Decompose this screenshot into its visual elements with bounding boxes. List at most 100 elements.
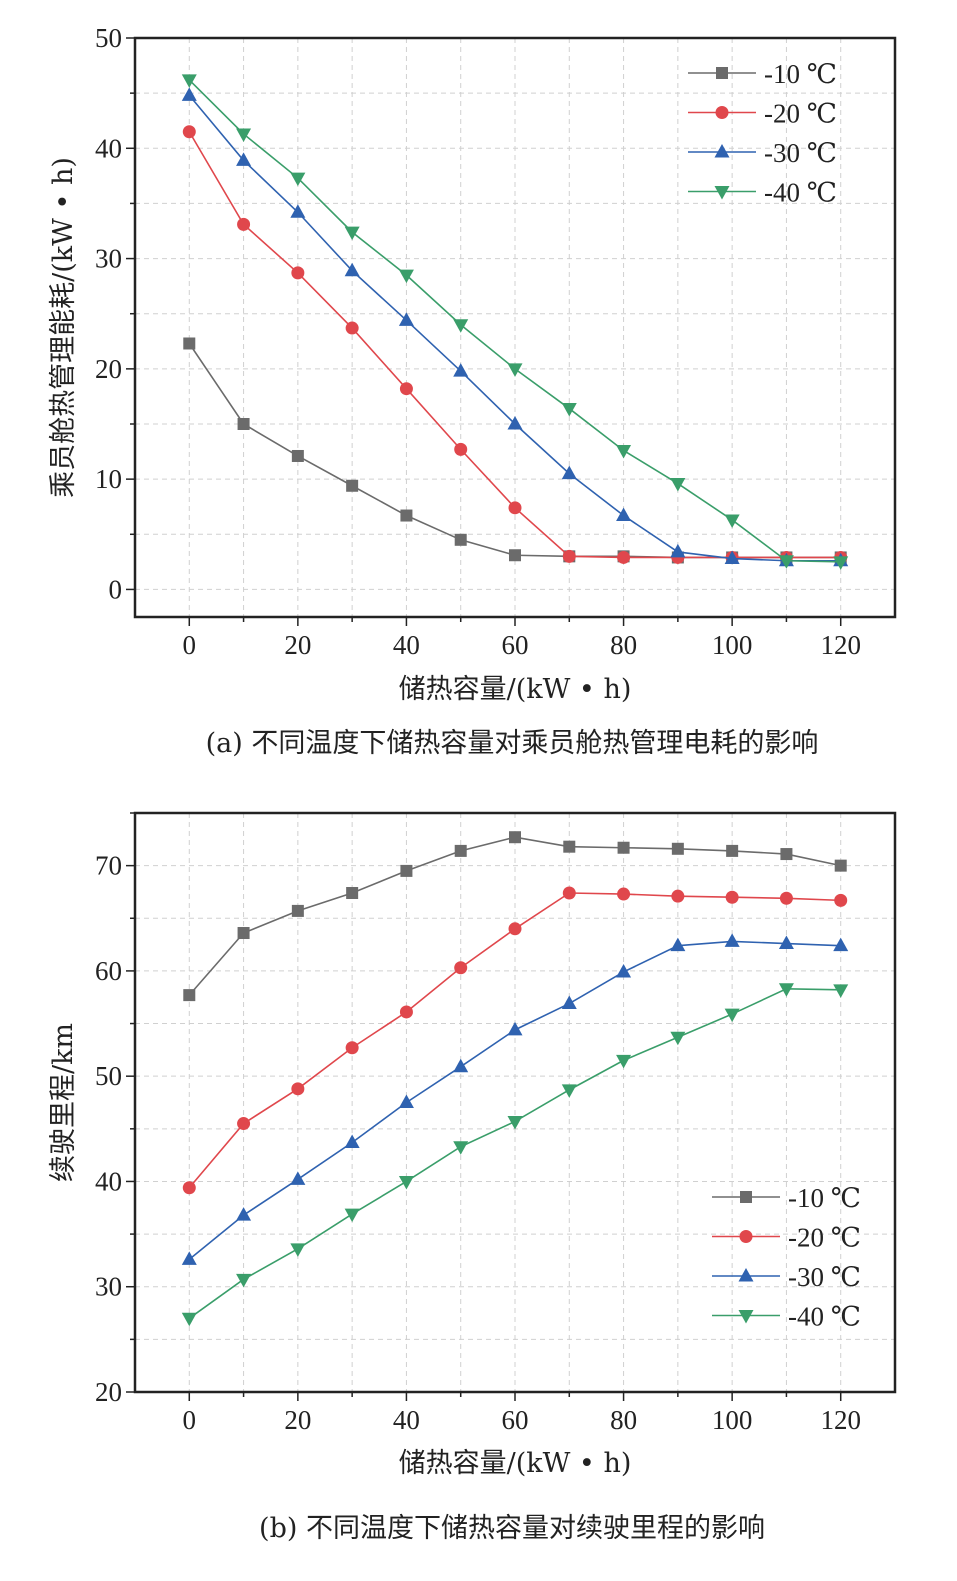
- data-point: [616, 444, 632, 459]
- series-2: -30 ℃: [181, 933, 861, 1292]
- y-tick-label: 50: [95, 1061, 122, 1091]
- data-point: [453, 1141, 469, 1155]
- x-tick-label: 120: [820, 1405, 861, 1435]
- data-point: [779, 891, 793, 905]
- data-point: [780, 848, 793, 861]
- figure-caption: (b) 不同温度下储热容量对续驶里程的影响: [259, 1513, 765, 1544]
- data-point: [183, 337, 196, 350]
- legend-marker: [739, 1230, 753, 1243]
- data-point: [834, 859, 847, 872]
- y-tick-label: 40: [95, 1166, 122, 1196]
- data-point: [509, 549, 521, 562]
- data-point: [507, 363, 523, 377]
- data-point: [237, 418, 250, 430]
- data-point: [291, 449, 304, 462]
- y-tick-label: 0: [109, 574, 123, 604]
- data-point: [563, 840, 576, 853]
- data-point: [507, 1021, 523, 1036]
- data-point: [509, 831, 521, 844]
- legend-label: -40 ℃: [788, 1302, 861, 1332]
- data-point: [398, 1094, 414, 1108]
- data-point: [833, 937, 849, 952]
- data-point: [562, 549, 576, 563]
- x-tick-label: 40: [393, 630, 420, 660]
- data-point: [400, 509, 413, 522]
- data-point: [670, 1031, 686, 1046]
- x-tick-label: 100: [712, 630, 753, 660]
- x-tick-label: 0: [183, 1405, 197, 1435]
- series-1: -20 ℃: [182, 886, 861, 1253]
- data-point: [617, 550, 631, 564]
- legend-marker: [714, 144, 730, 158]
- legend-marker: [738, 1268, 754, 1282]
- data-point: [183, 989, 196, 1002]
- data-point: [291, 266, 305, 280]
- x-axis-label: 储热容量/(kW • h): [399, 1448, 632, 1479]
- data-point: [453, 319, 469, 333]
- y-tick-label: 30: [95, 1272, 122, 1302]
- y-axis-label: 乘员舱热管理能耗/(kW • h): [48, 157, 79, 498]
- x-tick-label: 60: [502, 630, 529, 660]
- data-point: [398, 312, 414, 326]
- data-point: [670, 937, 686, 952]
- legend-label: -20 ℃: [764, 99, 837, 129]
- data-point: [778, 983, 794, 997]
- y-tick-label: 30: [95, 244, 122, 274]
- y-tick-label: 40: [95, 133, 122, 163]
- y-tick-label: 70: [95, 851, 122, 881]
- data-point: [670, 543, 686, 558]
- data-point: [182, 125, 196, 139]
- data-point: [344, 226, 360, 241]
- x-tick-label: 120: [820, 630, 861, 660]
- x-axis-label: 储热容量/(kW • h): [399, 674, 632, 705]
- data-point: [454, 844, 467, 857]
- data-point: [290, 204, 306, 218]
- data-point: [291, 1082, 305, 1096]
- data-point: [616, 963, 632, 978]
- data-point: [724, 514, 740, 528]
- data-point: [290, 1243, 306, 1257]
- data-point: [290, 172, 306, 187]
- data-point: [344, 262, 360, 277]
- data-point: [344, 1134, 360, 1149]
- data-point: [671, 889, 685, 903]
- data-point: [725, 890, 739, 904]
- x-tick-label: 20: [284, 1405, 311, 1435]
- data-point: [508, 922, 522, 936]
- data-point: [561, 403, 577, 417]
- data-point: [562, 886, 576, 900]
- x-tick-label: 80: [610, 630, 637, 660]
- data-point: [778, 935, 794, 950]
- x-tick-label: 0: [183, 630, 197, 660]
- data-point: [454, 533, 467, 546]
- x-tick-label: 60: [502, 1405, 529, 1435]
- y-tick-label: 10: [95, 464, 122, 494]
- data-point: [345, 321, 359, 335]
- data-point: [181, 74, 197, 88]
- data-point: [726, 844, 739, 857]
- data-point: [344, 1208, 360, 1223]
- data-point: [291, 904, 304, 917]
- data-point: [290, 1171, 306, 1185]
- data-point: [724, 550, 740, 565]
- data-point: [181, 1312, 197, 1327]
- y-tick-label: 60: [95, 956, 122, 986]
- data-point: [181, 1251, 197, 1265]
- data-point: [833, 556, 849, 570]
- data-point: [834, 893, 848, 907]
- legend-label: -10 ℃: [764, 59, 837, 89]
- legend-marker: [714, 186, 730, 200]
- data-point: [181, 87, 197, 101]
- data-point: [454, 442, 468, 456]
- data-point: [508, 501, 522, 515]
- y-tick-label: 20: [95, 354, 122, 384]
- legend-marker: [740, 1191, 752, 1203]
- data-point: [399, 1005, 413, 1019]
- chart-a: 0 20 40 60 80 100 120 0 10 20 30 40 50 储热容量/(kW • h) 乘…: [48, 23, 897, 759]
- series-0: -10 ℃: [183, 831, 861, 1213]
- legend-label: -40 ℃: [764, 178, 837, 208]
- data-point: [617, 841, 630, 854]
- data-point: [345, 1041, 359, 1055]
- x-tick-label: 100: [712, 1405, 753, 1435]
